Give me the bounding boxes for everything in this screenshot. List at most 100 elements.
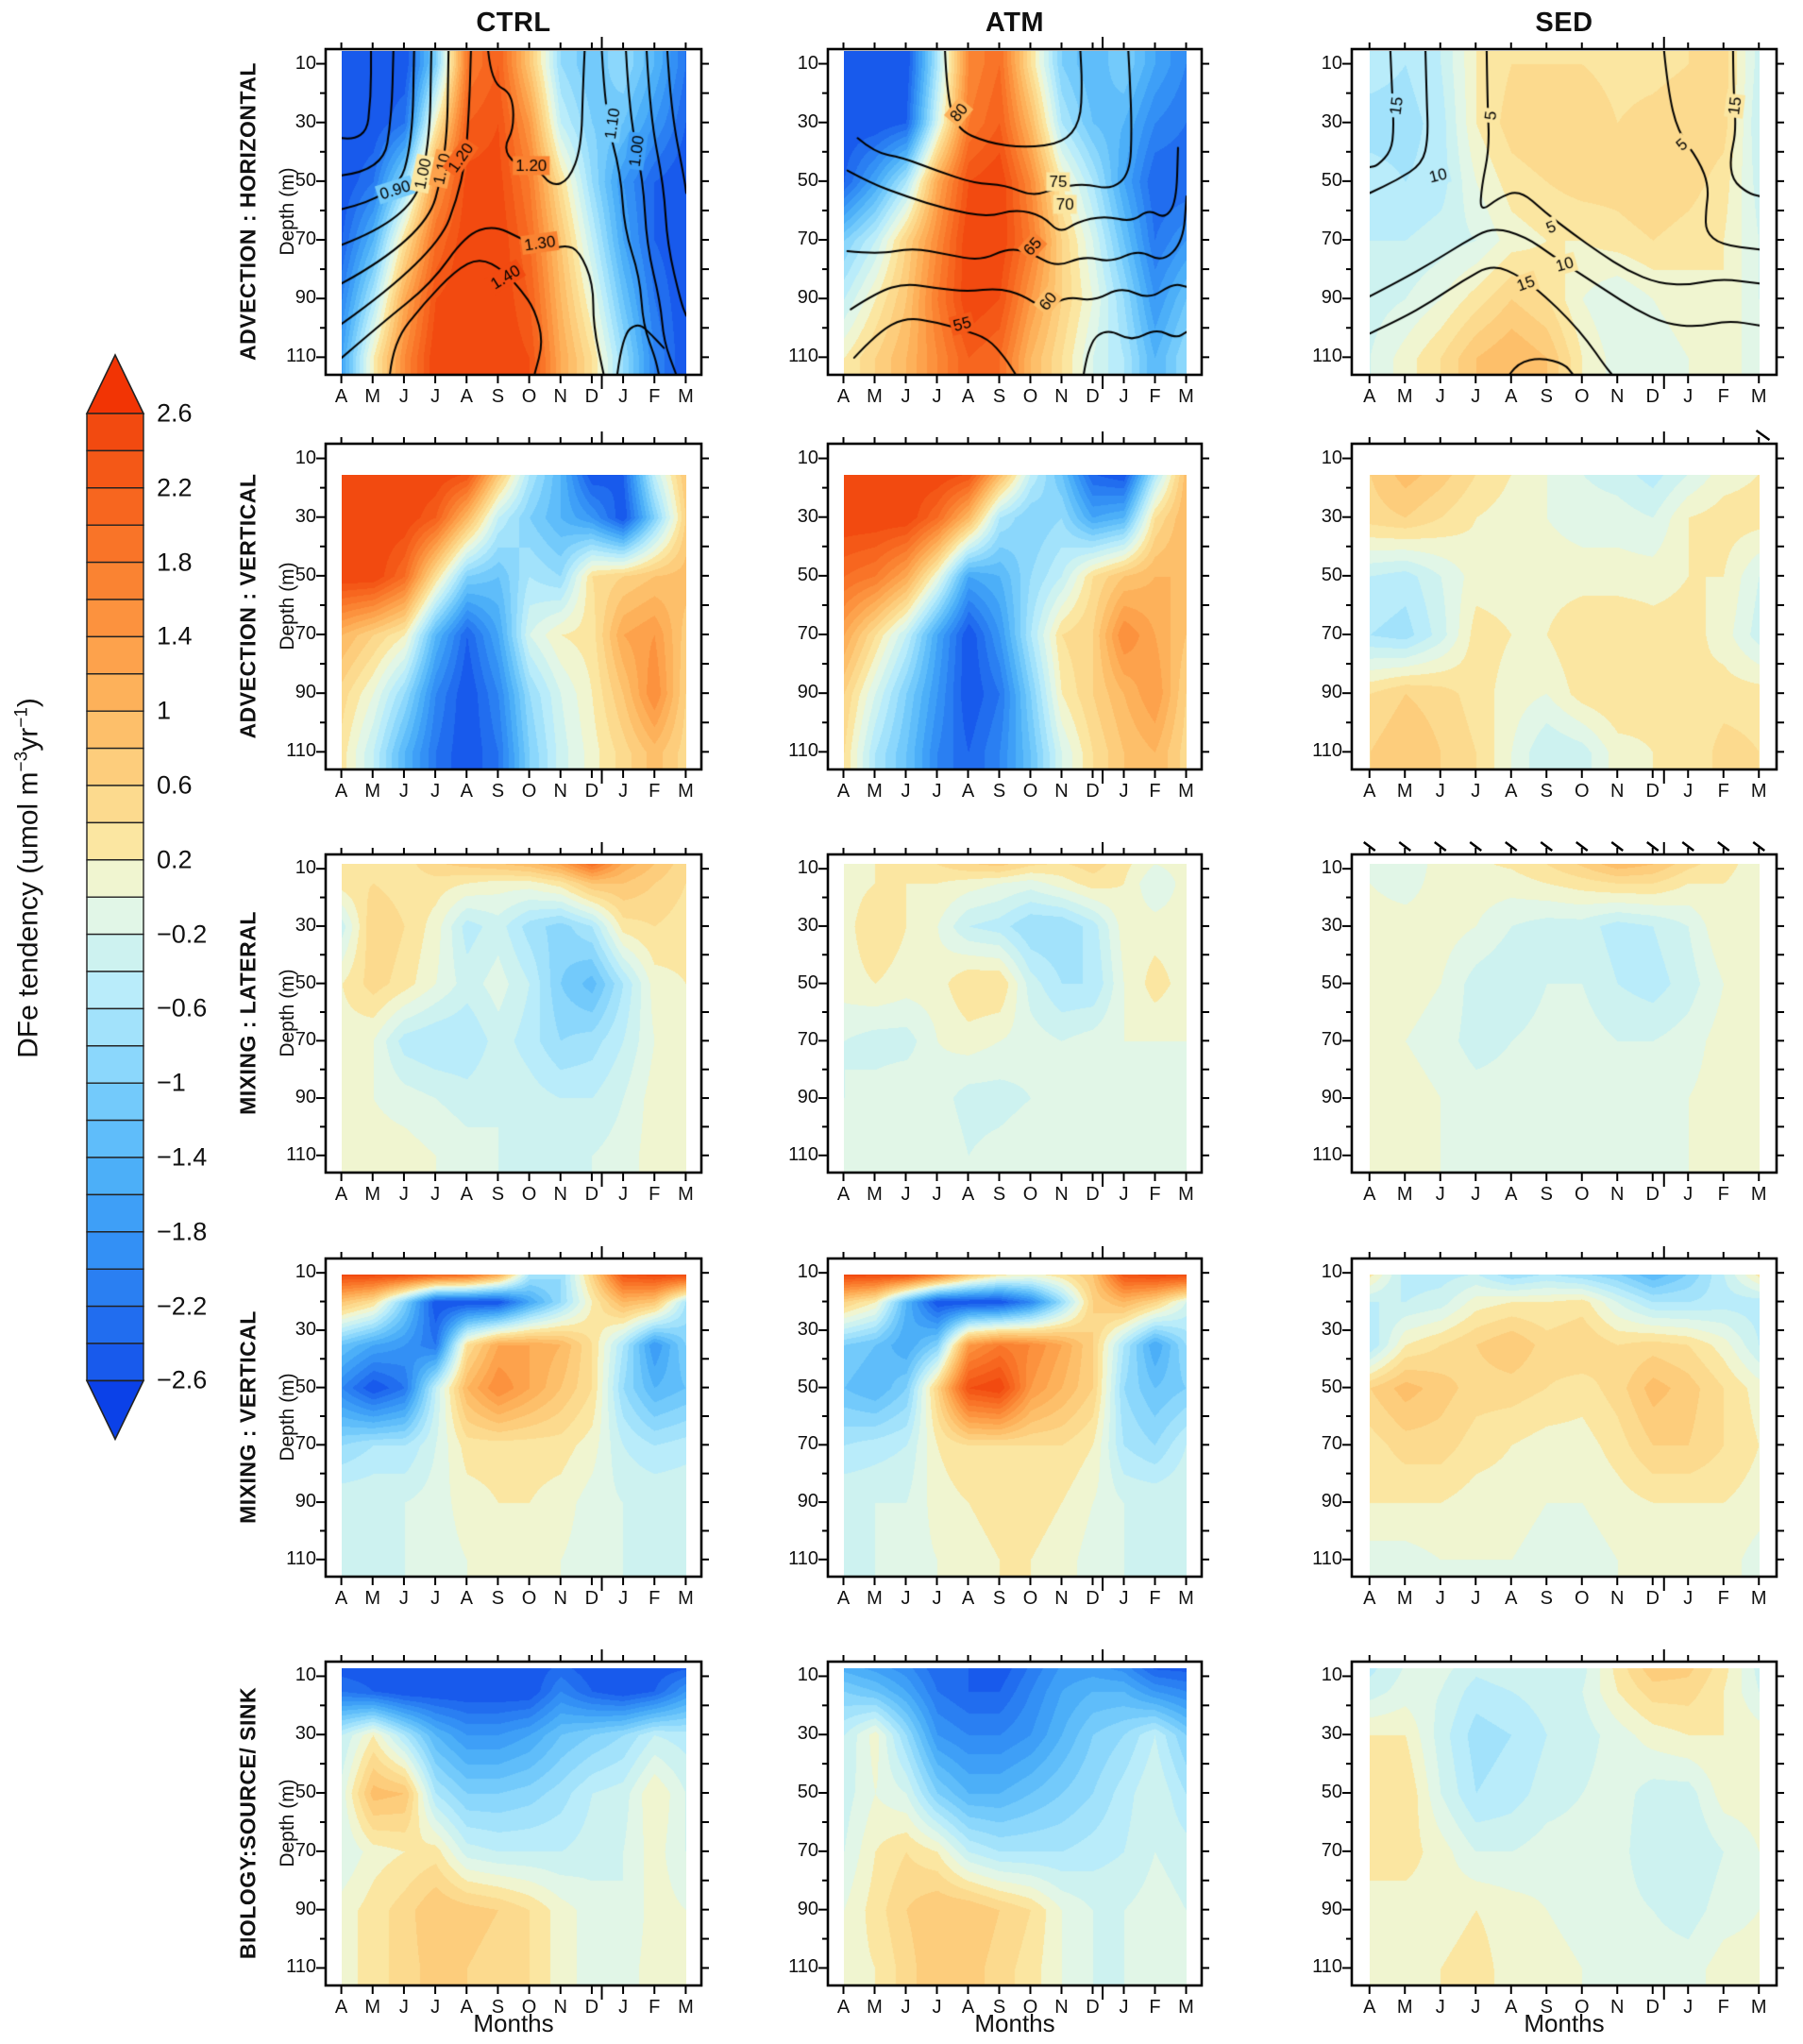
x-tick-label: S	[491, 1184, 505, 1205]
y-tick-label: 50	[295, 971, 316, 993]
colorbar-tick-label: −0.2	[157, 920, 208, 949]
x-tick-label: J	[1471, 1184, 1481, 1205]
y-tick-label: 10	[1321, 1261, 1342, 1283]
axes-frame	[818, 431, 1209, 784]
x-tick-label: A	[1363, 1588, 1376, 1609]
colorbar-tick-label: 1.4	[157, 621, 193, 650]
x-tick-label: J	[1435, 1184, 1445, 1205]
x-tick-label: S	[992, 781, 1006, 802]
x-tick-label: A	[1505, 781, 1518, 802]
x-tick-label: J	[901, 781, 911, 802]
x-tick-label: S	[992, 1997, 1006, 2018]
x-tick-label: A	[460, 386, 473, 407]
x-tick-label: A	[1363, 781, 1376, 802]
x-tick-label: M	[1178, 1997, 1194, 2018]
x-tick-label: D	[584, 781, 599, 802]
column-title-ctrl: CTRL	[476, 8, 551, 38]
x-tick-label: N	[553, 386, 567, 407]
y-tick-label: 70	[295, 1433, 316, 1455]
x-tick-label: O	[521, 386, 537, 407]
y-tick-label: 50	[797, 1376, 818, 1397]
axes-frame	[316, 842, 709, 1187]
axes-frame	[1342, 430, 1784, 784]
x-tick-label: N	[1610, 1184, 1625, 1205]
x-tick-label: M	[364, 1588, 381, 1609]
x-tick-label: O	[1022, 781, 1038, 802]
y-tick-label: 70	[295, 1839, 316, 1861]
x-tick-label: J	[1435, 781, 1445, 802]
y-tick-label: 90	[797, 1898, 818, 1919]
x-tick-label: J	[618, 1588, 629, 1609]
x-tick-label: D	[584, 1184, 599, 1205]
x-tick-label: M	[1750, 1588, 1767, 1609]
x-tick-label: F	[1149, 386, 1161, 407]
y-tick-label: 10	[797, 857, 818, 879]
x-tick-label: F	[1717, 1588, 1729, 1609]
x-tick-label: M	[678, 1588, 694, 1609]
y-tick-label: 70	[295, 228, 316, 250]
x-tick-label: M	[1178, 781, 1194, 802]
y-tick-label: 110	[1312, 1956, 1342, 1978]
x-tick-label: A	[1505, 1184, 1518, 1205]
column-title-atm: ATM	[985, 8, 1045, 38]
y-tick-label: 90	[1321, 1898, 1342, 1919]
y-tick-label: 10	[1321, 52, 1342, 74]
x-tick-label: J	[1471, 386, 1481, 407]
x-tick-label: A	[1505, 386, 1518, 407]
y-tick-label: 50	[1321, 971, 1342, 993]
x-tick-label: D	[584, 386, 599, 407]
x-tick-label: J	[430, 1997, 441, 2018]
x-tick-label: J	[932, 1588, 942, 1609]
x-tick-label: J	[901, 1184, 911, 1205]
row-label-mixing-lateral: MIXING : LATERAL	[235, 911, 261, 1115]
x-tick-label: D	[1086, 1184, 1100, 1205]
colorbar-tick-label: 1.8	[157, 548, 193, 577]
x-tick-label: J	[932, 386, 942, 407]
x-tick-label: J	[430, 1184, 441, 1205]
x-tick-label: M	[1396, 1997, 1413, 2018]
y-tick-label: 50	[1321, 1376, 1342, 1397]
x-tick-label: S	[491, 386, 505, 407]
colorbar-tick-label: 0.2	[157, 845, 193, 874]
x-tick-label: A	[836, 386, 851, 407]
x-tick-label: N	[1054, 1184, 1069, 1205]
x-tick-label: N	[553, 781, 567, 802]
x-tick-label: M	[867, 1184, 883, 1205]
x-tick-label: M	[364, 781, 381, 802]
x-tick-label: A	[460, 1997, 473, 2018]
contour-panel-ctrl-mixing-vertical: A M J J A S O N D J F M 10 30 50 70 90 110	[286, 1246, 709, 1609]
x-tick-label: A	[460, 1588, 473, 1609]
heatmap-canvas	[1369, 474, 1760, 769]
x-tick-label: A	[836, 781, 851, 802]
y-tick-label: 70	[797, 623, 818, 645]
x-tick-label: S	[1540, 1184, 1553, 1205]
x-tick-label: M	[1750, 1997, 1767, 2018]
y-tick-label: 10	[1321, 1664, 1342, 1686]
row-label-advection-horizontal: ADVECTION : HORIZONTAL	[235, 62, 261, 361]
colorbar-tick-label: −1.8	[157, 1217, 208, 1246]
y-tick-label: 30	[1321, 110, 1342, 132]
x-tick-label: A	[961, 1997, 975, 2018]
heatmap-canvas	[843, 50, 1187, 374]
x-tick-label: M	[1396, 386, 1413, 407]
x-tick-label: A	[836, 1184, 851, 1205]
x-tick-label: O	[1022, 1997, 1038, 2018]
x-tick-label: J	[398, 781, 409, 802]
axes-frame	[316, 431, 709, 784]
x-tick-label: O	[521, 1588, 537, 1609]
colorbar-tick-label: −0.6	[157, 993, 208, 1022]
x-tick-label: M	[678, 1997, 694, 2018]
x-tick-label: J	[618, 781, 629, 802]
x-tick-label: S	[1540, 1997, 1553, 2018]
x-axis-label: Months	[473, 2009, 554, 2037]
y-tick-label: 50	[1321, 1782, 1342, 1803]
y-tick-label: 30	[1321, 505, 1342, 527]
x-tick-label: N	[553, 1997, 567, 2018]
y-tick-label: 90	[295, 682, 316, 703]
y-tick-label: 70	[1321, 623, 1342, 645]
x-tick-label: J	[1471, 781, 1481, 802]
x-tick-label: S	[992, 1588, 1006, 1609]
x-tick-label: J	[1119, 1184, 1129, 1205]
x-tick-label: D	[1645, 1588, 1660, 1609]
heatmap-canvas	[1369, 1667, 1760, 1985]
